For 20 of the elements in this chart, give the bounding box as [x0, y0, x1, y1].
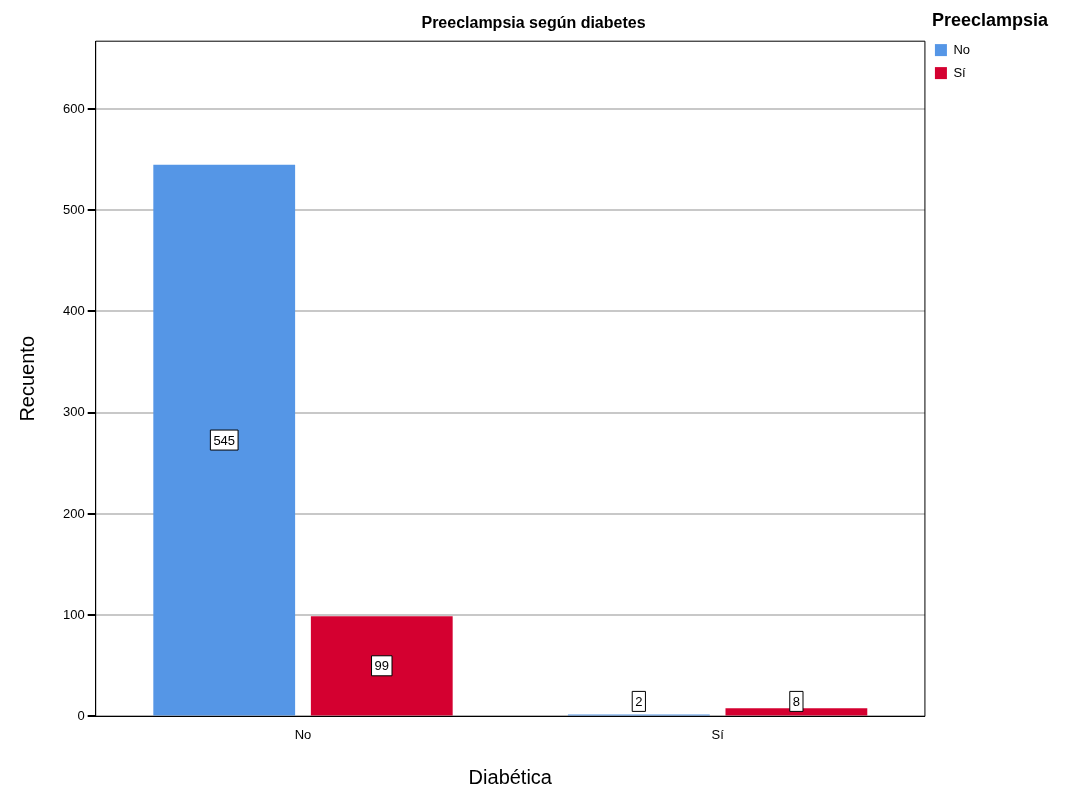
y-tick-label: 100	[62, 606, 85, 622]
data-label: 2	[635, 693, 643, 709]
bar	[310, 616, 453, 716]
y-tick-label: 0	[77, 707, 85, 723]
legend-title: Preeclampsia	[931, 9, 1049, 30]
y-tick-label: 400	[62, 303, 85, 319]
data-label: 8	[792, 693, 801, 709]
y-tick-label: 200	[62, 505, 85, 521]
legend-label: No	[953, 41, 971, 57]
y-tick-label: 600	[62, 100, 85, 116]
y-tick-label: 500	[62, 201, 85, 217]
y-tick-label: 300	[62, 404, 85, 420]
legend-label: Sí	[953, 64, 967, 80]
x-axis-title: Diabética	[468, 765, 553, 788]
data-label: 99	[374, 658, 390, 674]
bar	[725, 708, 868, 716]
bar	[153, 164, 296, 716]
data-label: 545	[213, 432, 236, 448]
chart-title: Preeclampsia según diabetes	[421, 14, 646, 32]
y-axis-title: Recuento	[15, 335, 38, 422]
